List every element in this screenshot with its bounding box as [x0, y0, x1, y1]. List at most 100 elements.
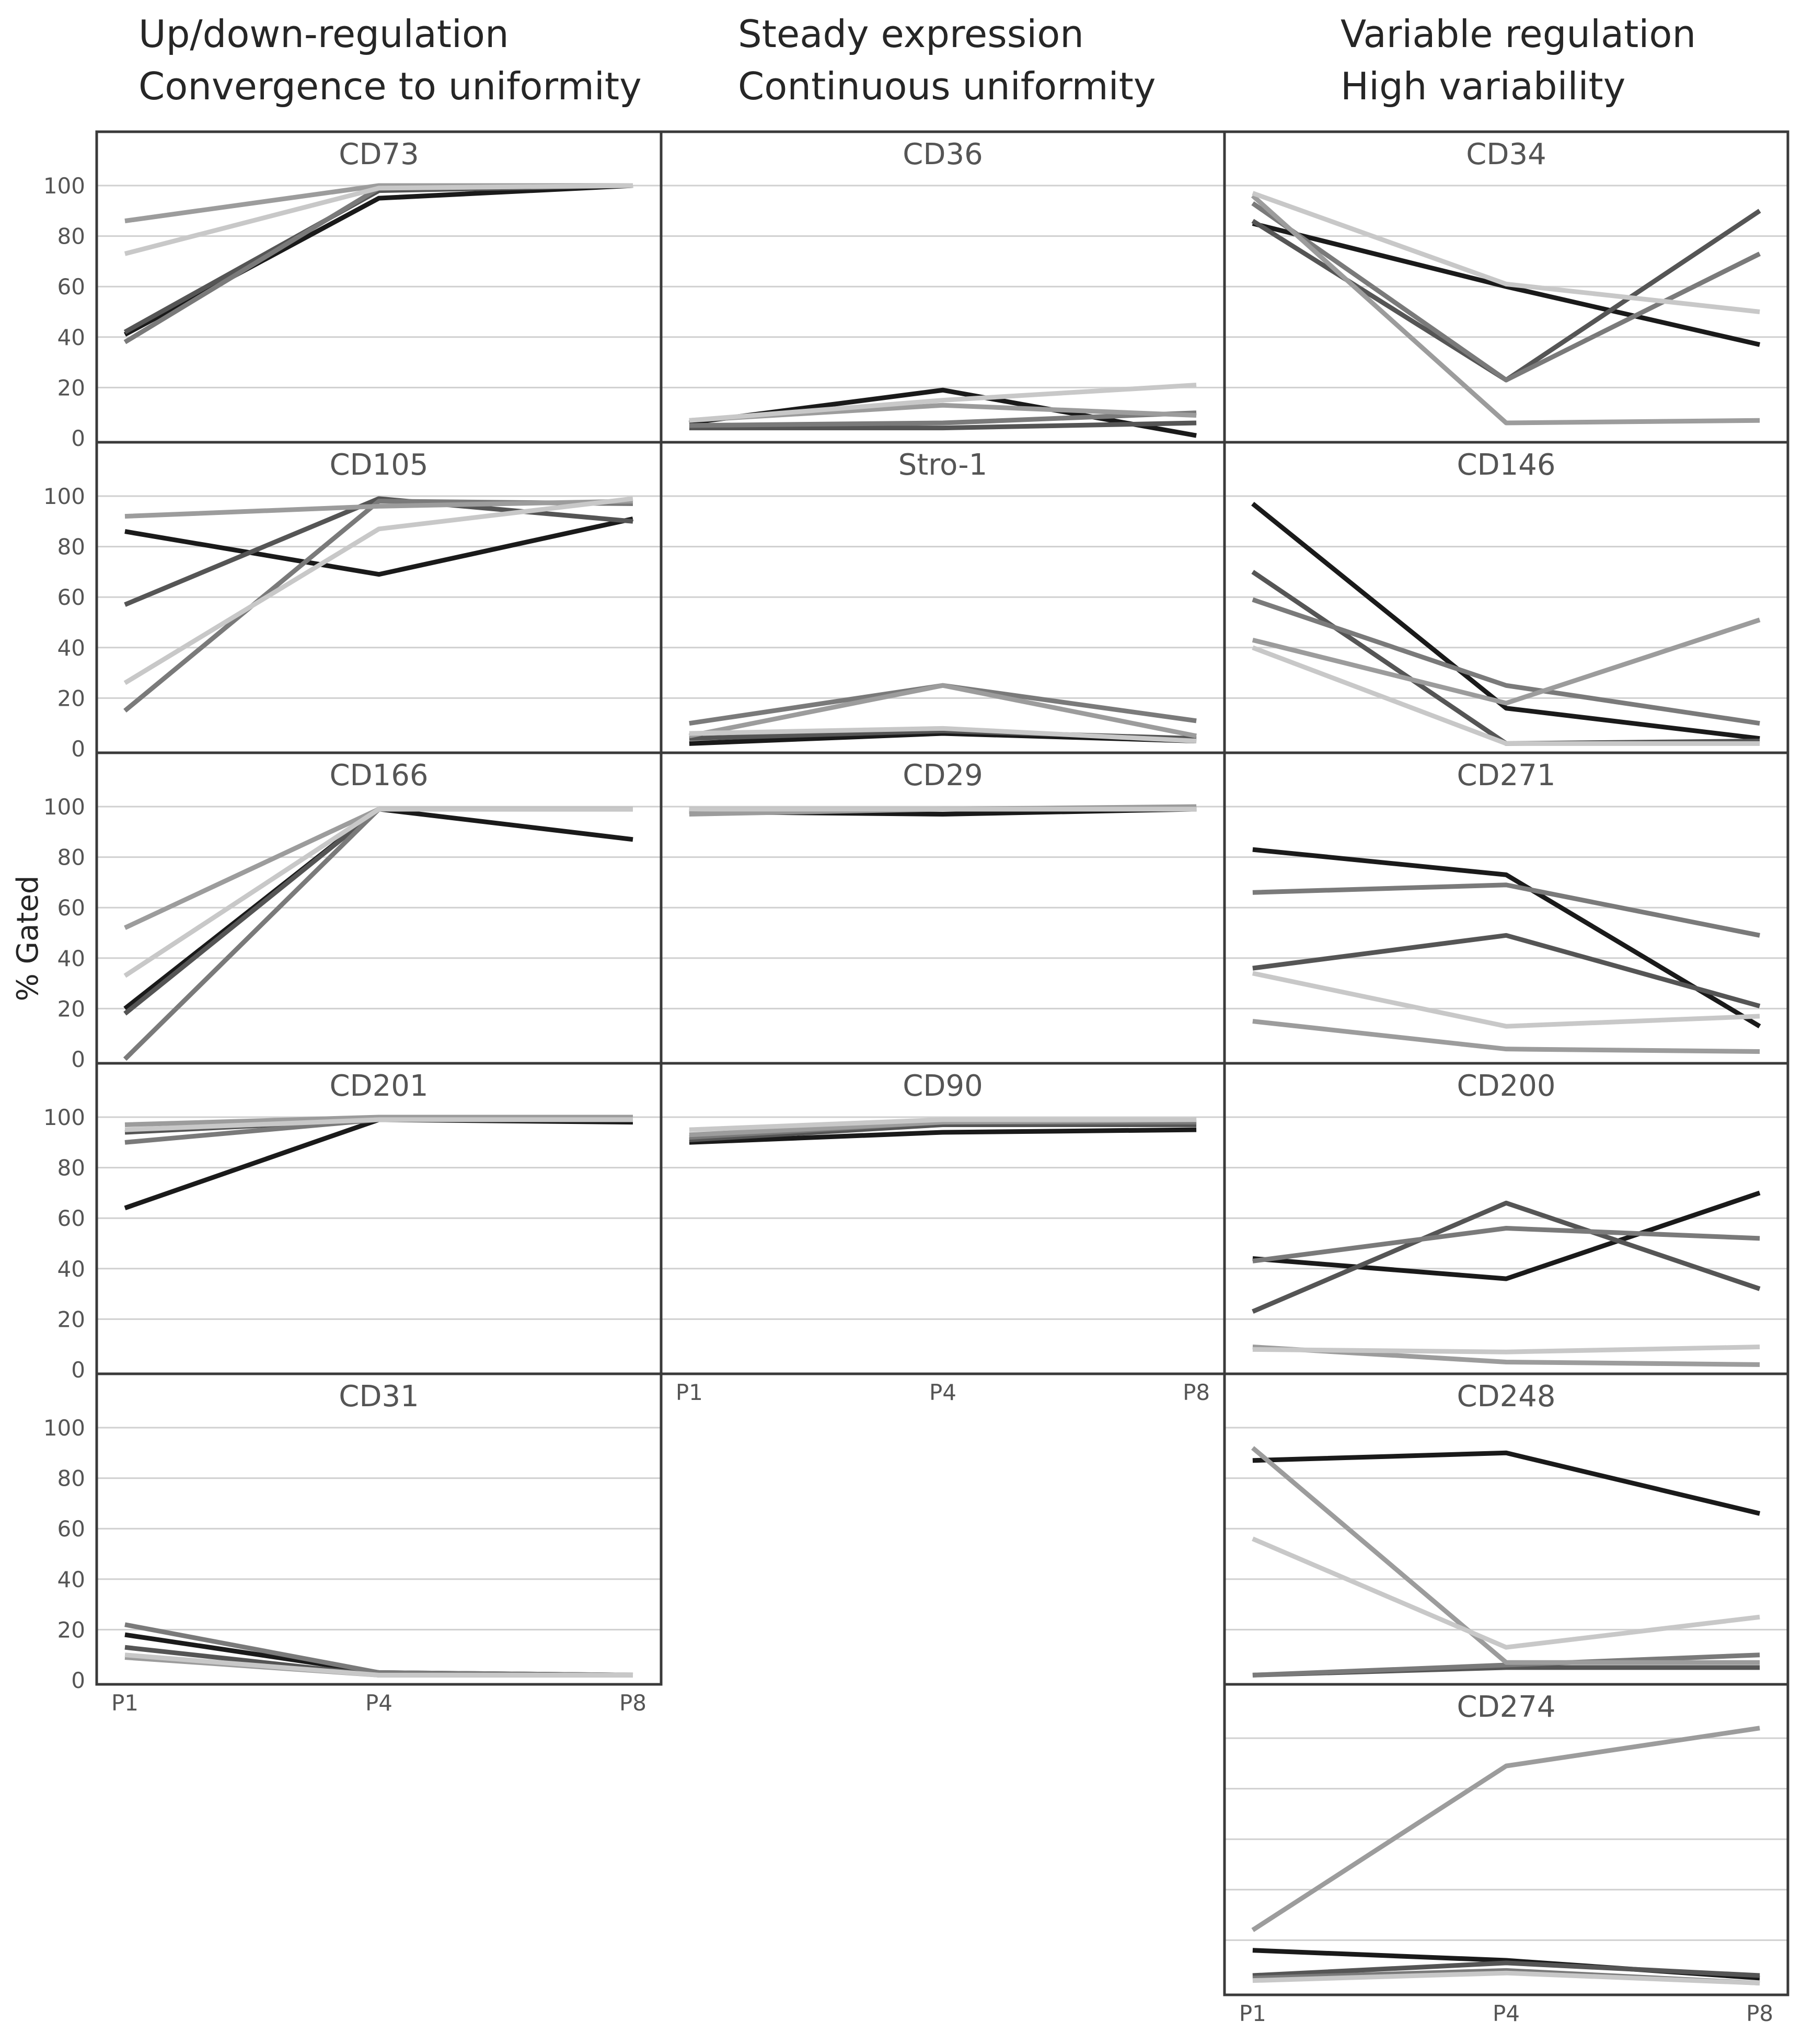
series-line-3 [1252, 1652, 1760, 1678]
y-tick-label: 100 [43, 1415, 85, 1441]
y-tick-label: 100 [43, 794, 85, 820]
series-line-4 [1252, 1019, 1760, 1054]
panel-frame [95, 1372, 663, 1686]
column-header-1-line1: Up/down-regulation [138, 12, 509, 56]
series-line-2 [689, 1122, 1197, 1142]
y-tick-label: 0 [71, 1357, 85, 1383]
y-tick-label: 60 [57, 1205, 85, 1231]
panel-title: CD201 [329, 1069, 428, 1103]
y-tick-label: 100 [43, 173, 85, 199]
panel-cd36: CD36 [660, 130, 1226, 444]
panel-cd248: CD248 [1223, 1372, 1789, 1686]
y-tick-label: 80 [57, 224, 85, 249]
panel-cd146: CD146 [1223, 441, 1789, 754]
column-header-3-line2: High variability [1341, 64, 1625, 108]
series-line-3 [1252, 1226, 1760, 1264]
x-tick-label: P4 [929, 1380, 956, 1405]
series-line-2 [123, 183, 633, 335]
y-tick-label: 100 [43, 1105, 85, 1130]
series-line-2 [124, 496, 633, 607]
series-line-5 [123, 807, 633, 978]
panel-cd201: CD201 0 20 40 60 80 100 [43, 1062, 663, 1383]
panel-stro-1: Stro-1 [660, 441, 1226, 754]
panel-cd271: CD271 [1223, 751, 1789, 1065]
panel-cd34: CD34 [1223, 130, 1789, 444]
y-tick-label: 40 [57, 1256, 85, 1282]
series-line-5 [1252, 971, 1760, 1029]
series-line-1 [1252, 847, 1761, 1029]
y-tick-label: 60 [57, 274, 85, 300]
y-tick-label: 0 [71, 426, 85, 451]
series-line-4 [1251, 1726, 1760, 1932]
y-tick-label: 60 [57, 895, 85, 921]
y-tick-label: 80 [57, 1466, 85, 1491]
y-tick-label: 40 [57, 946, 85, 971]
series-line-4 [124, 807, 633, 930]
series-line-2 [689, 420, 1197, 431]
series-line-3 [1251, 201, 1761, 383]
panel-title: CD271 [1457, 759, 1555, 793]
y-tick-label: 60 [57, 1516, 85, 1542]
y-tick-label: 0 [71, 1047, 85, 1072]
panel-cd274: CD274 P1 P4 P8 [1223, 1683, 1789, 2026]
series-line-1 [123, 807, 633, 1010]
series-line-5 [689, 726, 1197, 744]
series-line-5 [1252, 1970, 1760, 1986]
series-line-5 [689, 383, 1197, 423]
series-line-1 [1252, 221, 1761, 347]
panel-frame [1223, 1683, 1789, 1996]
series-line-4 [1252, 617, 1761, 706]
series-line-2 [1252, 1200, 1761, 1314]
series-line-4 [1251, 193, 1760, 426]
series-line-2 [1252, 933, 1761, 1008]
column-headers: Up/down-regulation Convergence to unifor… [138, 12, 1696, 108]
y-tick-label: 20 [57, 1306, 85, 1332]
y-tick-label: 60 [57, 584, 85, 610]
x-tick-label: P1 [1239, 2001, 1266, 2026]
y-tick-label: 0 [71, 736, 85, 762]
x-tick-label: P8 [1183, 1380, 1210, 1405]
panel-title: CD274 [1457, 1690, 1555, 1724]
series-line-4 [689, 683, 1197, 739]
y-tick-label: 20 [57, 375, 85, 400]
y-tick-label: 20 [57, 996, 85, 1021]
series-line-2 [1252, 1960, 1760, 1978]
panel-cd29: CD29 [660, 751, 1226, 1065]
y-tick-label: 20 [57, 1617, 85, 1643]
series-line-3 [1252, 882, 1760, 938]
panel-cd90: CD90 P1 P4 P8 [660, 1062, 1226, 1405]
series-line-3 [1252, 597, 1760, 726]
y-axis-label: % Gated [11, 876, 45, 1002]
series-line-1 [1252, 1450, 1761, 1516]
panel-cd200: CD200 [1223, 1062, 1789, 1375]
x-tick-label: P8 [1746, 2001, 1773, 2026]
panel-title: CD90 [903, 1069, 983, 1103]
series-line-3 [124, 1622, 633, 1678]
series-line-3 [689, 683, 1197, 726]
panel-title: CD146 [1457, 448, 1555, 482]
y-tick-label: 0 [71, 1668, 85, 1693]
series-line-1 [1252, 1190, 1761, 1281]
series-line-3 [123, 807, 633, 1061]
y-tick-label: 40 [57, 635, 85, 661]
y-tick-label: 80 [57, 1155, 85, 1181]
column-header-2-line2: Continuous uniformity [738, 64, 1156, 108]
series-line-3 [689, 410, 1197, 428]
panel-cd31: CD31 0 20 40 60 80 100 P1 P4 P8 [43, 1372, 663, 1716]
panel-title: Stro-1 [898, 448, 987, 482]
series-line-5 [124, 183, 633, 256]
series-line-4 [124, 1115, 633, 1127]
x-tick-label: P1 [676, 1380, 703, 1405]
series-line-4 [124, 499, 633, 519]
series-line-5 [1252, 1345, 1760, 1354]
series-line-5 [1252, 1536, 1760, 1650]
panel-title: CD200 [1457, 1069, 1555, 1103]
x-tick-label: P8 [619, 1690, 646, 1716]
y-tick-label: 80 [57, 845, 85, 870]
series-line-5 [123, 496, 633, 685]
y-tick-label: 40 [57, 325, 85, 350]
panel-title: CD31 [339, 1380, 419, 1414]
series-line-3 [123, 499, 633, 713]
series-line-4 [1251, 1446, 1760, 1665]
